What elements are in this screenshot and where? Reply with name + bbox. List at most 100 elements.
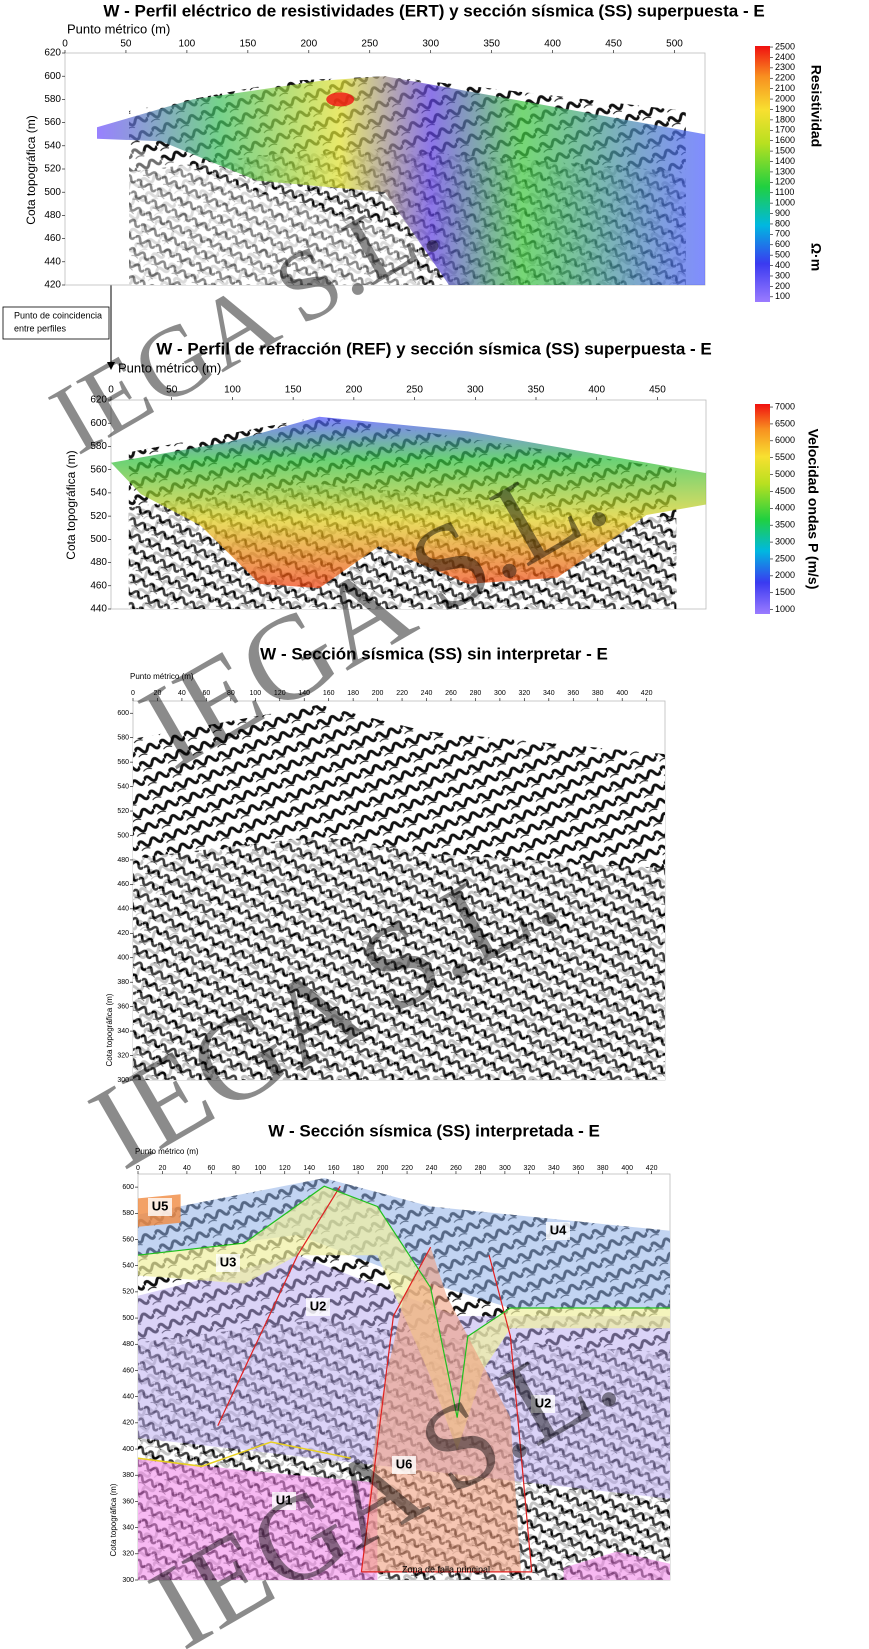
y-tick-label: 500 [117,832,129,839]
x-tick-label: 240 [421,690,433,697]
colorbar-label: Resistividad [808,65,824,147]
y-tick-label: 340 [117,1028,129,1035]
horizon-line [137,1185,670,1418]
x-axis-label: Punto métrico (m) [118,360,221,375]
x-tick-label: 60 [207,1165,215,1172]
x-tick-label: 300 [422,39,439,50]
colorbar-tick-label: 2300 [775,62,795,72]
panel: W - Sección sísmica (SS) interpretada - … [109,1121,671,1584]
x-tick-label: 420 [646,1165,658,1172]
y-tick-label: 300 [122,1577,134,1584]
x-tick-label: 80 [227,690,235,697]
y-axis-label: Cota topográfica (m) [105,993,114,1066]
x-tick-label: 50 [120,39,132,50]
x-tick-label: 400 [588,385,605,396]
x-tick-label: 100 [224,385,241,396]
resistivity-overlay [97,76,705,285]
x-tick-label: 320 [524,1165,536,1172]
panel-title: W - Perfil de refracción (REF) y sección… [156,339,712,358]
y-tick-label: 540 [122,1263,134,1270]
unit-u4-zone [138,1178,670,1308]
x-tick-label: 100 [179,39,196,50]
colorbar-tick-label: 1000 [775,604,795,614]
unit-u3-zone [138,1186,670,1451]
x-tick-label: 260 [450,1165,462,1172]
y-tick-label: 560 [44,117,61,128]
x-tick-label: 0 [62,39,68,50]
unit-u6-zone [361,1247,521,1572]
y-tick-label: 400 [117,955,129,962]
colorbar-tick-label: 1500 [775,587,795,597]
y-tick-label: 580 [90,441,107,452]
x-tick-label: 80 [232,1165,240,1172]
x-tick-label: 450 [605,39,622,50]
y-tick-label: 440 [122,1393,134,1400]
x-tick-label: 150 [240,39,257,50]
y-tick-label: 600 [122,1184,134,1191]
x-tick-label: 180 [352,1165,364,1172]
colorbar-tick-label: 1600 [775,135,795,145]
unit-label-box [306,1298,330,1316]
x-tick-label: 350 [528,385,545,396]
colorbar-tick-label: 200 [775,281,790,291]
y-tick-label: 480 [90,557,107,568]
y-tick-label: 480 [117,857,129,864]
x-tick-label: 220 [396,690,408,697]
y-tick-label: 540 [117,783,129,790]
x-axis-label: Punto métrico (m) [130,672,194,681]
y-tick-label: 540 [44,140,61,151]
colorbar-tick-label: 900 [775,208,790,218]
x-axis-label: Punto métrico (m) [67,21,170,36]
y-tick-label: 300 [117,1077,129,1084]
y-tick-label: 620 [44,48,61,59]
x-tick-label: 100 [249,690,261,697]
x-tick-label: 20 [154,690,162,697]
colorbar-tick-label: 1100 [775,187,794,197]
y-tick-label: 420 [122,1420,134,1427]
y-tick-label: 520 [122,1289,134,1296]
colorbar-tick-label: 2200 [775,73,795,83]
panel-title: W - Sección sísmica (SS) sin interpretar… [260,644,608,663]
colorbar-tick-label: 2000 [775,570,795,580]
y-tick-label: 460 [90,580,107,591]
seismic-section [133,836,665,1080]
velocity-overlay [111,416,706,589]
y-tick-label: 620 [90,395,107,406]
colorbar-tick-label: 1800 [775,114,795,124]
panel-title: W - Sección sísmica (SS) interpretada - … [268,1121,600,1140]
colorbar-tick-label: 2500 [775,41,795,51]
colorbar-tick-label: 400 [775,260,790,270]
y-tick-label: 520 [117,808,129,815]
y-tick-label: 500 [90,534,107,545]
y-tick-label: 460 [122,1367,134,1374]
unit-label-box [531,1395,555,1413]
unit-label-box [216,1254,240,1272]
x-tick-label: 0 [131,690,135,697]
y-tick-label: 580 [122,1210,134,1217]
x-tick-label: 400 [616,690,628,697]
annotation-line: Punto de coincidencia [14,310,102,320]
y-tick-label: 580 [117,735,129,742]
y-axis-label: Cota topográfica (m) [64,450,78,559]
x-tick-label: 200 [346,385,363,396]
horizon-line [137,1441,351,1468]
fault-line [360,1246,432,1572]
x-tick-label: 400 [544,39,561,50]
x-tick-label: 140 [303,1165,315,1172]
x-tick-label: 200 [372,690,384,697]
x-tick-label: 250 [361,39,378,50]
colorbar-tick-label: 1900 [775,104,795,114]
y-tick-label: 560 [117,759,129,766]
x-tick-label: 120 [279,1165,291,1172]
colorbar-tick-label: 5000 [775,469,795,479]
colorbar [755,404,770,614]
x-tick-label: 240 [426,1165,438,1172]
y-tick-label: 440 [117,906,129,913]
y-tick-label: 380 [117,979,129,986]
y-tick-label: 520 [90,511,107,522]
y-tick-label: 460 [44,233,61,244]
colorbar-tick-label: 3000 [775,536,795,546]
colorbar-tick-label: 7000 [775,401,795,411]
unit-label: U2 [535,1395,552,1410]
panel: W - Perfil eléctrico de resistividades (… [24,1,824,302]
